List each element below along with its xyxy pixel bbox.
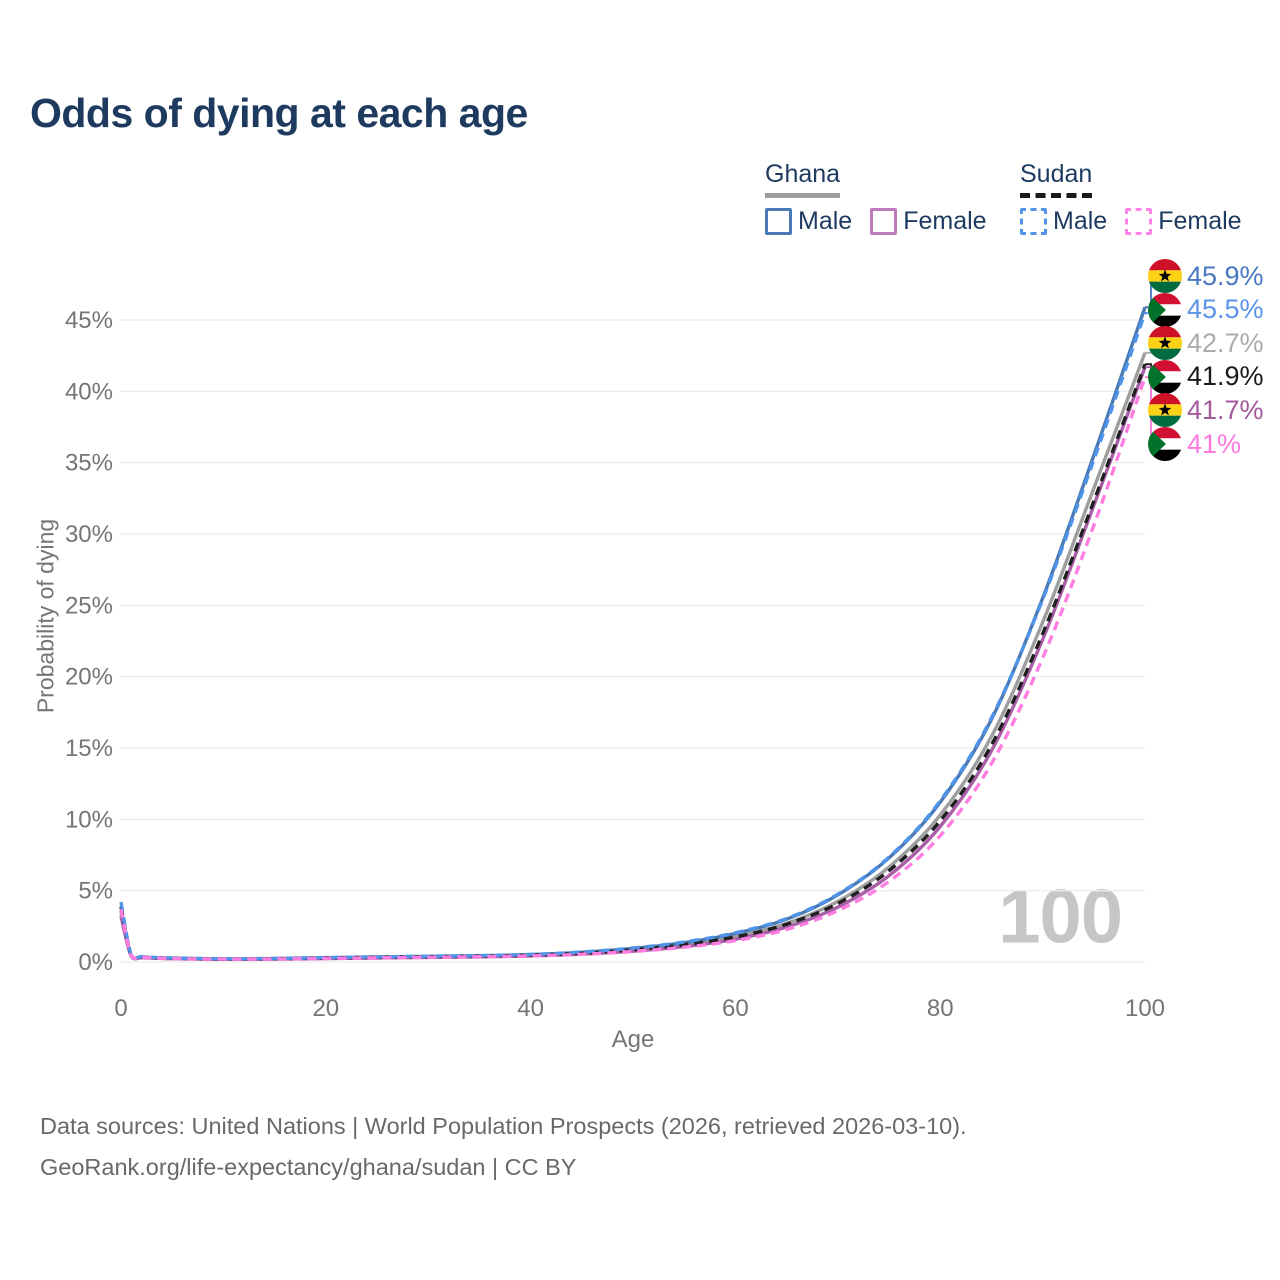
connector-ghana-all: [1145, 342, 1156, 354]
y-tick-label: 5%: [78, 878, 113, 905]
footer-link[interactable]: GeoRank.org/life-expectancy/ghana/sudan …: [40, 1154, 577, 1180]
sudan-female-swatch-icon: [1125, 208, 1153, 235]
x-tick-label: 80: [927, 995, 954, 1022]
legend-ghana-items: Male Female: [765, 207, 1005, 236]
legend-item-label: Male: [1053, 207, 1108, 235]
x-tick-label: 40: [517, 995, 544, 1022]
legend-group-ghana: Ghana Male Female: [765, 160, 1005, 236]
x-tick-label: 20: [312, 995, 339, 1022]
footer-sources: Data sources: United Nations | World Pop…: [40, 1113, 967, 1139]
legend-sudan-items: Male Female: [1020, 207, 1260, 236]
legend-ghana-title[interactable]: Ghana: [765, 160, 841, 198]
series-sudan-female-line[interactable]: [119, 376, 1147, 961]
y-tick-label: 20%: [65, 664, 113, 691]
footer: Data sources: United Nations | World Pop…: [40, 1106, 967, 1188]
ghana-female-swatch-icon: [870, 208, 898, 235]
connector-ghana-male: [1145, 275, 1156, 309]
ghana-male-swatch-icon: [765, 208, 792, 235]
series-sudan-all-line[interactable]: [119, 363, 1147, 961]
connector-sudan-male: [1145, 308, 1156, 314]
y-tick-label: 40%: [65, 378, 113, 405]
sudan-male-swatch-icon: [1020, 208, 1047, 235]
legend-item-ghana-female[interactable]: Female: [870, 207, 987, 236]
series-ghana-male-line[interactable]: [119, 306, 1147, 961]
x-tick-label: 100: [1125, 995, 1165, 1022]
gridlines: 0% 5% 10% 15% 20% 25% 30% 35% 40% 45%: [65, 307, 1145, 976]
legend-item-sudan-male[interactable]: Male: [1020, 207, 1107, 236]
legend-item-sudan-female[interactable]: Female: [1125, 207, 1242, 236]
x-axis-title: Age: [611, 1026, 655, 1053]
y-tick-label: 10%: [65, 806, 113, 833]
legend-group-sudan: Sudan Male Female: [1020, 160, 1260, 236]
x-tick-label: 60: [722, 995, 749, 1022]
y-tick-label: 30%: [65, 521, 113, 548]
series-ghana-all-line[interactable]: [119, 352, 1147, 961]
legend-item-label: Female: [903, 207, 987, 235]
y-axis-title: Probability of dying: [32, 518, 59, 714]
legend-item-label: Male: [798, 207, 853, 235]
legend-item-label: Female: [1158, 207, 1242, 235]
series-ghana-female-line[interactable]: [119, 366, 1147, 962]
series-lines: [119, 306, 1147, 962]
end-label-connectors: [1145, 275, 1156, 445]
y-tick-label: 0%: [78, 949, 113, 976]
x-axis-ticks: 0 20 40 60 80 100: [114, 995, 1165, 1022]
y-tick-label: 35%: [65, 450, 113, 477]
age-watermark: 100: [998, 874, 1123, 960]
y-tick-label: 25%: [65, 592, 113, 619]
series-sudan-male-line[interactable]: [119, 312, 1147, 961]
page-title: Odds of dying at each age: [30, 90, 528, 136]
y-tick-label: 15%: [65, 735, 113, 762]
legend-item-ghana-male[interactable]: Male: [765, 207, 852, 236]
x-tick-label: 0: [114, 995, 127, 1022]
y-tick-label: 45%: [65, 307, 113, 334]
legend-sudan-title[interactable]: Sudan: [1020, 160, 1093, 198]
